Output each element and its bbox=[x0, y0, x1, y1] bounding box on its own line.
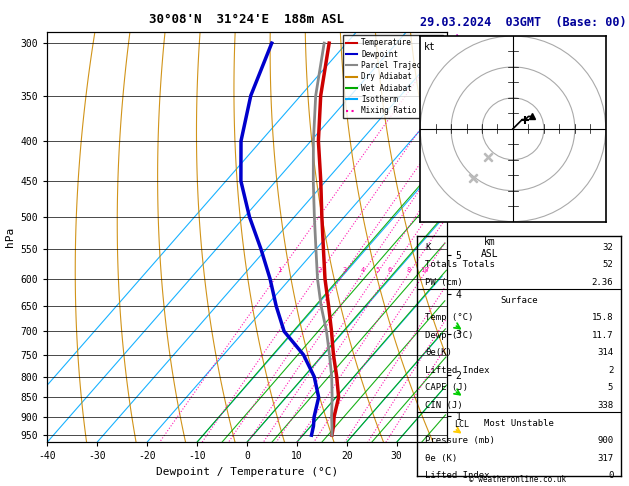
Text: 10: 10 bbox=[421, 267, 429, 273]
Text: Temp (°C): Temp (°C) bbox=[425, 313, 474, 322]
Text: PW (cm): PW (cm) bbox=[425, 278, 463, 287]
Text: 314: 314 bbox=[597, 348, 613, 357]
Text: 1: 1 bbox=[277, 267, 281, 273]
Text: Dewp (°C): Dewp (°C) bbox=[425, 331, 474, 340]
Text: Most Unstable: Most Unstable bbox=[484, 418, 554, 428]
Text: θe (K): θe (K) bbox=[425, 453, 457, 463]
Text: 11.7: 11.7 bbox=[592, 331, 613, 340]
Y-axis label: hPa: hPa bbox=[5, 227, 15, 247]
Text: 5: 5 bbox=[608, 383, 613, 392]
Y-axis label: km
ASL: km ASL bbox=[481, 237, 498, 259]
Text: 338: 338 bbox=[597, 401, 613, 410]
Title: 30°08'N  31°24'E  188m ASL: 30°08'N 31°24'E 188m ASL bbox=[149, 13, 345, 26]
Text: 4: 4 bbox=[360, 267, 365, 273]
Text: Lifted Index: Lifted Index bbox=[425, 366, 490, 375]
Text: © weatheronline.co.uk: © weatheronline.co.uk bbox=[469, 474, 566, 484]
Text: 2: 2 bbox=[317, 267, 321, 273]
Text: θe(K): θe(K) bbox=[425, 348, 452, 357]
X-axis label: Dewpoint / Temperature (°C): Dewpoint / Temperature (°C) bbox=[156, 467, 338, 477]
Text: CIN (J): CIN (J) bbox=[425, 401, 463, 410]
Text: Totals Totals: Totals Totals bbox=[425, 260, 495, 270]
Text: K: K bbox=[425, 243, 431, 252]
Text: 2.36: 2.36 bbox=[592, 278, 613, 287]
Text: 6: 6 bbox=[387, 267, 391, 273]
Legend: Temperature, Dewpoint, Parcel Trajectory, Dry Adiabat, Wet Adiabat, Isotherm, Mi: Temperature, Dewpoint, Parcel Trajectory… bbox=[343, 35, 443, 118]
Text: 5: 5 bbox=[375, 267, 379, 273]
Text: 3: 3 bbox=[342, 267, 347, 273]
Text: 0: 0 bbox=[608, 471, 613, 480]
Text: Surface: Surface bbox=[501, 295, 538, 305]
Text: 52: 52 bbox=[603, 260, 613, 270]
Text: 15.8: 15.8 bbox=[592, 313, 613, 322]
Text: 2: 2 bbox=[608, 366, 613, 375]
Text: kt: kt bbox=[424, 42, 436, 52]
Text: Lifted Index: Lifted Index bbox=[425, 471, 490, 480]
Text: 317: 317 bbox=[597, 453, 613, 463]
Text: 32: 32 bbox=[603, 243, 613, 252]
Text: Pressure (mb): Pressure (mb) bbox=[425, 436, 495, 445]
Text: 900: 900 bbox=[597, 436, 613, 445]
Text: CAPE (J): CAPE (J) bbox=[425, 383, 468, 392]
Text: 29.03.2024  03GMT  (Base: 00): 29.03.2024 03GMT (Base: 00) bbox=[420, 16, 626, 29]
Text: 8: 8 bbox=[407, 267, 411, 273]
Text: LCL: LCL bbox=[455, 420, 470, 429]
